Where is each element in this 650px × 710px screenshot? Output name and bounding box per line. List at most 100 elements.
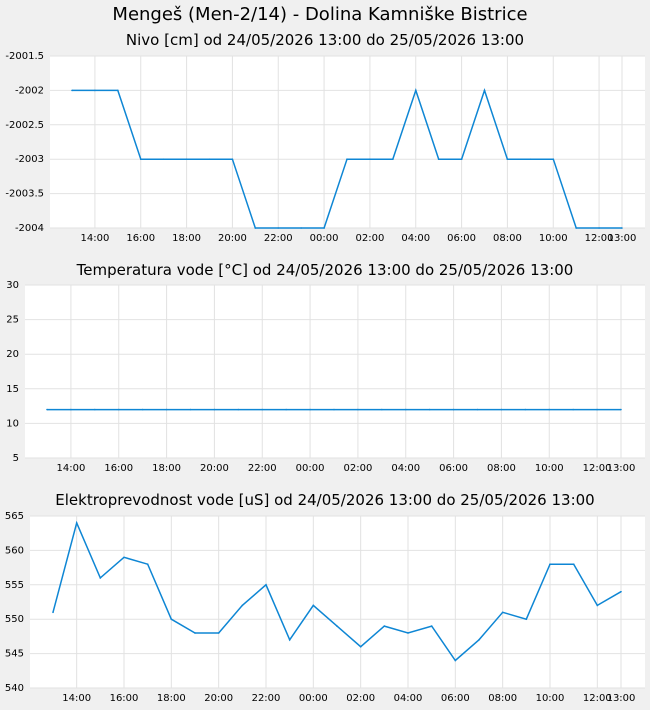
y-tick-label: 540 xyxy=(5,683,24,694)
data-point xyxy=(620,408,622,411)
data-point xyxy=(483,89,486,92)
data-point xyxy=(407,632,409,634)
data-point xyxy=(146,563,149,565)
x-tick-label: 13:00 xyxy=(608,233,637,244)
data-point xyxy=(323,227,325,229)
x-tick-label: 06:00 xyxy=(441,693,470,704)
data-point xyxy=(454,659,457,662)
data-point xyxy=(165,408,168,411)
x-tick-label: 14:00 xyxy=(81,233,110,244)
x-tick-label: 14:00 xyxy=(57,463,86,474)
y-tick-label: 10 xyxy=(6,418,19,429)
y-tick-label: 555 xyxy=(5,580,24,591)
data-point xyxy=(277,227,280,229)
data-point xyxy=(254,227,257,229)
data-point xyxy=(369,158,371,160)
data-point xyxy=(478,639,480,641)
x-tick-label: 02:00 xyxy=(356,233,385,244)
x-tick-label: 16:00 xyxy=(104,463,133,474)
x-tick-label: 22:00 xyxy=(248,463,277,474)
data-point xyxy=(231,158,234,160)
x-tick-label: 18:00 xyxy=(172,233,201,244)
data-point xyxy=(300,227,302,229)
data-point xyxy=(194,632,196,634)
data-point xyxy=(75,522,78,524)
data-point xyxy=(359,645,362,648)
x-tick-label: 12:00 xyxy=(583,693,612,704)
data-point xyxy=(524,408,527,411)
data-point xyxy=(476,408,479,411)
data-point xyxy=(572,563,575,565)
data-point xyxy=(596,604,599,607)
data-point xyxy=(162,158,165,160)
data-point xyxy=(404,408,407,411)
x-tick-label: 06:00 xyxy=(447,233,476,244)
x-tick-label: 08:00 xyxy=(488,693,517,704)
x-tick-label: 22:00 xyxy=(264,233,293,244)
y-tick-label: 15 xyxy=(6,384,19,395)
chart-panel-2: Temperatura vode [°C] od 24/05/2026 13:0… xyxy=(6,261,645,474)
data-point xyxy=(261,408,264,411)
x-tick-label: 13:00 xyxy=(607,693,636,704)
x-tick-label: 16:00 xyxy=(110,693,139,704)
plot-area xyxy=(50,56,645,228)
chart-title: Temperatura vode [°C] od 24/05/2026 13:0… xyxy=(76,261,574,279)
x-tick-label: 12:00 xyxy=(585,233,614,244)
x-tick-label: 04:00 xyxy=(391,463,420,474)
data-point xyxy=(70,408,72,411)
data-point xyxy=(548,408,551,411)
data-point xyxy=(217,632,220,634)
data-point xyxy=(596,408,598,411)
plot-area xyxy=(30,516,645,688)
y-tick-label: 25 xyxy=(6,315,19,326)
x-tick-label: 14:00 xyxy=(62,693,91,704)
x-tick-label: 04:00 xyxy=(401,233,430,244)
data-point xyxy=(575,227,577,229)
data-point xyxy=(336,625,338,627)
data-point xyxy=(333,408,335,411)
data-point xyxy=(141,408,144,411)
data-point xyxy=(208,158,211,160)
data-point xyxy=(185,158,188,160)
data-point xyxy=(357,408,359,411)
y-tick-label: 560 xyxy=(5,545,24,556)
data-point xyxy=(598,227,600,229)
data-point xyxy=(71,89,73,92)
x-tick-label: 02:00 xyxy=(344,463,373,474)
y-tick-label: -2003.5 xyxy=(5,189,44,200)
data-point xyxy=(123,556,125,559)
x-tick-label: 08:00 xyxy=(493,233,522,244)
chart-panel-3: Elektroprevodnost vode [uS] od 24/05/202… xyxy=(5,491,645,704)
x-tick-label: 10:00 xyxy=(539,233,568,244)
data-point xyxy=(309,408,311,411)
data-point xyxy=(241,604,244,607)
x-tick-label: 18:00 xyxy=(157,693,186,704)
data-point xyxy=(99,577,102,579)
x-tick-label: 06:00 xyxy=(439,463,468,474)
plot-area xyxy=(25,285,645,458)
data-point xyxy=(265,584,267,586)
x-tick-label: 10:00 xyxy=(535,463,564,474)
data-point xyxy=(500,408,503,411)
y-tick-label: 5 xyxy=(13,453,19,464)
y-tick-label: -2004 xyxy=(15,223,44,234)
y-tick-label: -2002 xyxy=(15,85,44,96)
data-point xyxy=(525,618,528,620)
x-tick-label: 20:00 xyxy=(200,463,229,474)
main-title: Mengeš (Men-2/14) - Dolina Kamniške Bist… xyxy=(112,4,527,25)
data-point xyxy=(170,618,173,620)
data-point xyxy=(383,625,386,627)
data-point xyxy=(501,611,504,614)
y-tick-label: -2002.5 xyxy=(5,120,44,131)
data-point xyxy=(139,158,142,160)
data-point xyxy=(346,158,348,160)
data-point xyxy=(237,408,240,411)
data-point xyxy=(620,590,622,593)
data-point xyxy=(428,408,431,411)
data-point xyxy=(437,158,440,160)
y-tick-label: -2001.5 xyxy=(5,51,44,62)
data-point xyxy=(94,89,96,92)
chart-panels: Nivo [cm] od 24/05/2026 13:00 do 25/05/2… xyxy=(5,31,645,704)
data-point xyxy=(213,408,216,411)
